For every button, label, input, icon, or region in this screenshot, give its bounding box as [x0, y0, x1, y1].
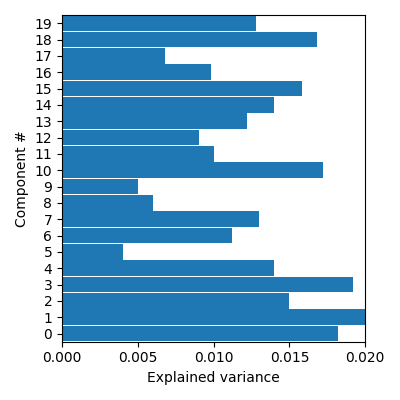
Bar — [62, 326, 338, 341]
Bar — [62, 130, 198, 145]
Bar — [62, 244, 123, 260]
Bar — [62, 64, 211, 80]
Bar — [62, 277, 353, 292]
Bar — [62, 32, 317, 47]
Bar — [62, 293, 290, 309]
Bar — [62, 114, 247, 129]
Bar — [62, 179, 138, 194]
Bar — [62, 310, 365, 325]
Bar — [62, 212, 259, 227]
Bar — [62, 162, 323, 178]
Bar — [62, 16, 256, 31]
Bar — [62, 48, 165, 64]
Bar — [62, 260, 274, 276]
X-axis label: Explained variance: Explained variance — [147, 371, 280, 385]
Bar — [62, 228, 232, 243]
Bar — [62, 97, 274, 113]
Bar — [62, 195, 153, 211]
Y-axis label: Component #: Component # — [15, 130, 29, 227]
Bar — [62, 81, 302, 96]
Bar — [62, 146, 214, 162]
